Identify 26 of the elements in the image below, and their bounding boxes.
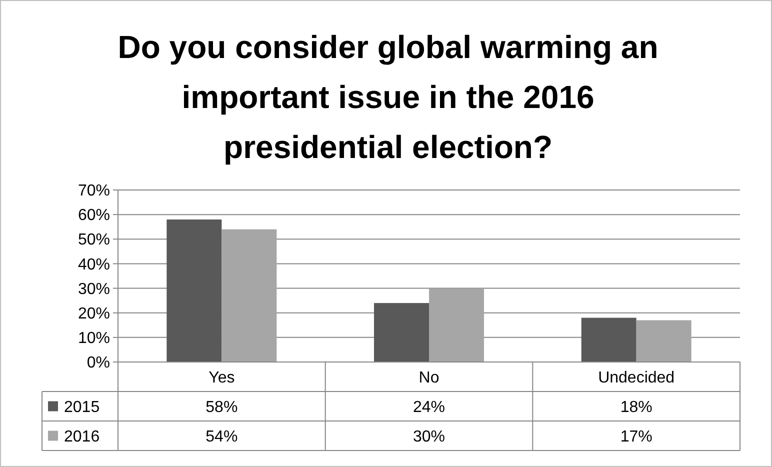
bar <box>581 318 636 362</box>
y-tick-label: 0% <box>86 354 110 372</box>
legend-label: 2016 <box>64 428 100 446</box>
y-tick-label: 60% <box>78 207 110 224</box>
data-label: 30% <box>412 428 446 446</box>
y-tick-label: 20% <box>78 305 110 322</box>
y-tick-label: 50% <box>78 232 110 249</box>
y-tick-label: 70% <box>78 182 110 200</box>
x-tick-label: No <box>418 369 440 386</box>
y-tick-label: 40% <box>78 256 110 274</box>
bar <box>636 320 692 362</box>
data-label: 54% <box>206 428 238 446</box>
data-label: 17% <box>620 428 652 446</box>
chart-title: Do you consider global warming an important issue in the 2016 presidential election? <box>118 29 658 165</box>
bar <box>429 288 484 362</box>
bar <box>222 229 277 362</box>
y-tick-label: 30% <box>78 280 110 298</box>
x-tick-label: Undecided <box>598 369 675 386</box>
y-tick-label: 10% <box>78 330 110 348</box>
bar <box>166 219 222 362</box>
data-label: 58% <box>206 398 238 416</box>
data-label: 24% <box>412 398 446 416</box>
legend-label: 2015 <box>64 398 100 416</box>
x-tick-label: Yes <box>208 369 235 386</box>
data-label: 18% <box>620 398 652 416</box>
bar <box>374 303 429 362</box>
